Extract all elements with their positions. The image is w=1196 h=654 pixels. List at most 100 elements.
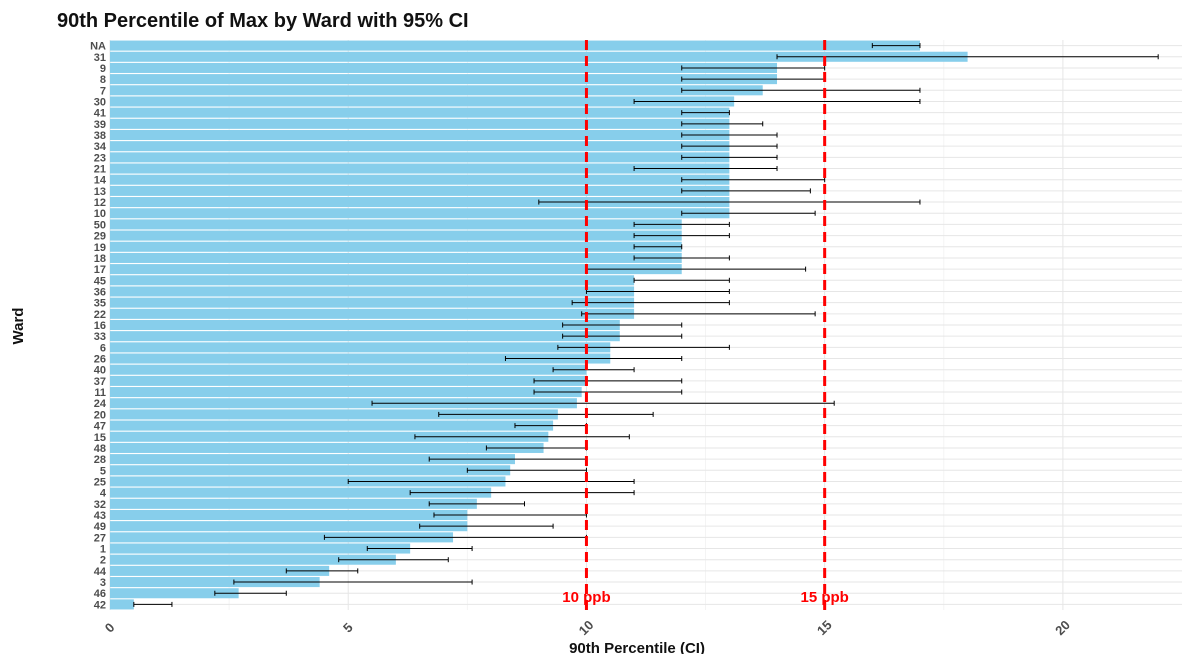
bar-ward-46 <box>110 588 239 599</box>
y-tick-label: 45 <box>94 275 106 287</box>
errorbar-ward-49 <box>419 523 554 529</box>
x-tick-label: 15 <box>814 617 835 638</box>
bar-ward-38 <box>110 129 730 141</box>
bar-ward-22 <box>110 308 635 319</box>
errorbar-ward-14 <box>681 177 826 183</box>
y-tick-label: 8 <box>100 74 106 86</box>
errorbar-ward-31 <box>776 54 1159 60</box>
x-tick-label: 0 <box>102 620 118 636</box>
bar-ward-17 <box>110 264 682 275</box>
bar-ward-11 <box>110 387 582 398</box>
y-tick-label: 24 <box>94 398 107 410</box>
bar-ward-37 <box>110 375 587 386</box>
bar-ward-40 <box>110 364 587 375</box>
y-tick-label: 37 <box>94 376 106 388</box>
y-tick-label: 44 <box>94 566 107 578</box>
bar-ward-36 <box>110 286 635 297</box>
bar-ward-26 <box>110 353 611 364</box>
bar-ward-47 <box>110 420 554 431</box>
errorbar-ward-3 <box>233 579 473 585</box>
bar-ward-18 <box>110 252 682 263</box>
y-tick-label: 15 <box>94 432 106 444</box>
bar-ward-30 <box>110 96 735 107</box>
y-tick-label: 42 <box>94 599 106 611</box>
bar-ward-28 <box>110 454 515 465</box>
errorbar-ward-39 <box>681 121 764 127</box>
y-tick-label: 25 <box>94 476 106 488</box>
errorbar-ward-24 <box>371 400 835 406</box>
bar-ward-20 <box>110 409 558 420</box>
errorbar-ward-45 <box>633 277 730 283</box>
y-tick-label: 4 <box>100 488 107 500</box>
errorbar-ward-13 <box>681 188 811 194</box>
x-tick-label: 20 <box>1052 617 1073 638</box>
y-tick-label: 13 <box>94 186 106 198</box>
y-tick-label: 5 <box>100 465 106 477</box>
errorbar-ward-26 <box>504 356 683 362</box>
errorbar-ward-37 <box>533 378 683 384</box>
y-tick-label: 49 <box>94 521 106 533</box>
y-tick-label: 28 <box>94 454 106 466</box>
errorbar-ward-41 <box>681 110 730 116</box>
errorbar-ward-10 <box>681 210 816 216</box>
bar-ward-48 <box>110 442 544 453</box>
y-tick-label: 23 <box>94 152 106 164</box>
y-tick-label: 21 <box>94 164 106 176</box>
y-tick-label: 10 <box>94 208 106 220</box>
y-tick-label: 46 <box>94 588 106 600</box>
bar-ward-1 <box>110 543 411 554</box>
y-tick-label: 7 <box>100 85 106 97</box>
bar-ward-34 <box>110 141 730 152</box>
bar-ward-50 <box>110 219 682 230</box>
y-tick-label: 41 <box>94 108 106 120</box>
y-tick-label: 33 <box>94 331 106 343</box>
x-tick-labels: 0 5 10 15 20 <box>102 617 1073 638</box>
errorbar-ward-23 <box>681 154 778 160</box>
errorbar-ward-50 <box>633 221 730 227</box>
bar-ward-21 <box>110 163 730 174</box>
y-tick-label: 40 <box>94 365 106 377</box>
reference-line-label: 15 ppb <box>800 589 848 606</box>
errorbar-ward-15 <box>414 434 630 440</box>
errorbar-ward-1 <box>366 546 473 552</box>
bar-ward-19 <box>110 241 682 252</box>
y-tick-label: 30 <box>94 96 106 108</box>
x-tick-label: 5 <box>340 620 356 636</box>
errorbar-ward-5 <box>466 467 587 473</box>
bar-ward-5 <box>110 465 511 476</box>
bar-ward-49 <box>110 521 468 532</box>
y-axis-title: Ward <box>10 308 27 345</box>
y-tick-label: 17 <box>94 264 106 276</box>
bar-ward-29 <box>110 230 682 241</box>
bar-ward-39 <box>110 118 730 129</box>
reference-line-label: 10 ppb <box>562 589 610 606</box>
y-tick-label: 47 <box>94 421 106 433</box>
errorbar-ward-42 <box>133 601 173 607</box>
bar-ward-35 <box>110 297 635 308</box>
errorbar-ward-NA <box>871 43 921 49</box>
bar-ward-10 <box>110 208 730 219</box>
errorbar-ward-30 <box>633 98 921 104</box>
y-tick-label: 19 <box>94 242 106 254</box>
x-axis-title: 90th Percentile (CI) <box>569 640 705 654</box>
y-tick-label: 27 <box>94 532 106 544</box>
y-tick-label: 14 <box>94 175 107 187</box>
bar-ward-32 <box>110 498 477 509</box>
bars <box>110 40 968 610</box>
bar-ward-44 <box>110 565 330 576</box>
errorbar-ward-40 <box>552 367 635 373</box>
y-tick-label: 26 <box>94 354 106 366</box>
bar-ward-42 <box>110 599 134 610</box>
y-tick-label: 43 <box>94 510 106 522</box>
y-tick-label: 12 <box>94 197 106 209</box>
y-tick-label: 48 <box>94 443 106 455</box>
bar-ward-2 <box>110 554 396 565</box>
bar-ward-NA <box>110 40 920 51</box>
errorbar-ward-16 <box>562 322 683 328</box>
errorbar-ward-22 <box>581 311 816 317</box>
y-tick-label: 2 <box>100 555 106 567</box>
bar-ward-3 <box>110 577 320 588</box>
errorbar-ward-18 <box>633 255 730 261</box>
y-tick-label: 32 <box>94 499 106 511</box>
